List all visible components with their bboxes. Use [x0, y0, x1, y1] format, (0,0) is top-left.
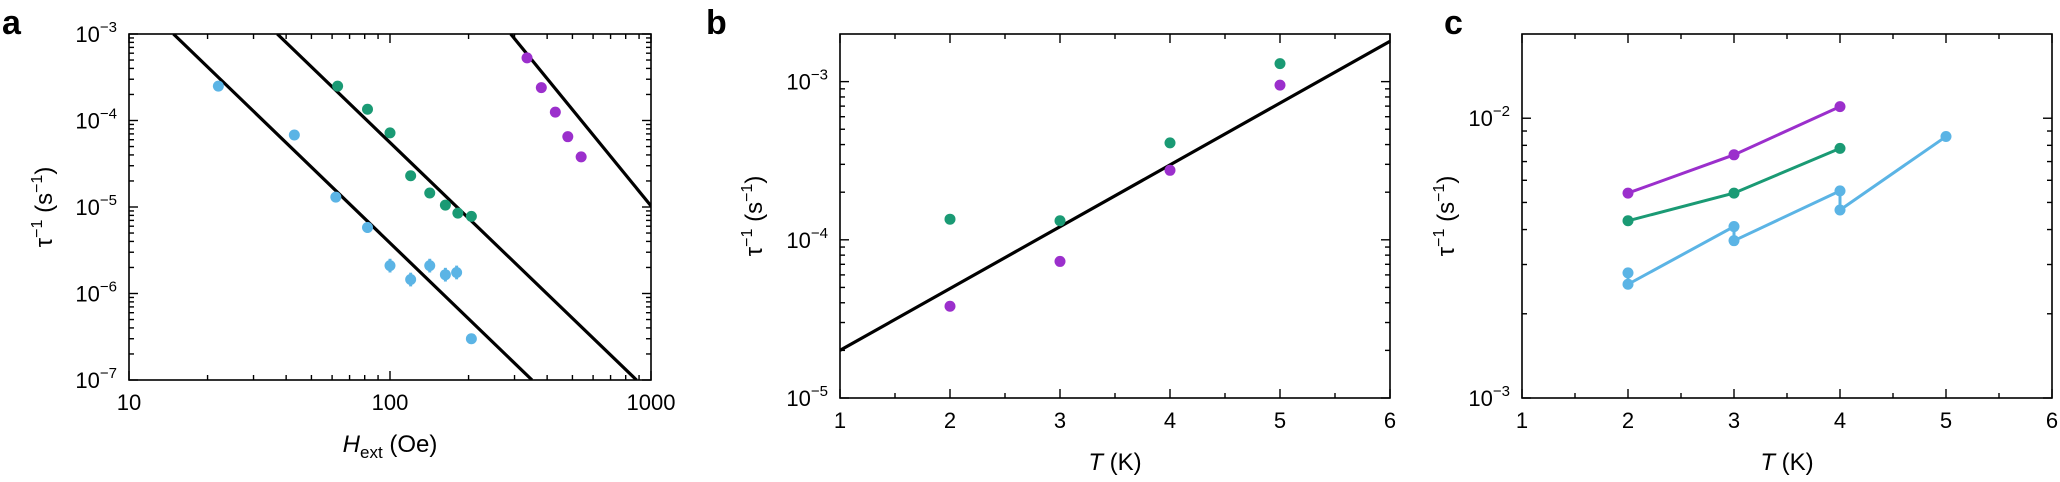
- data-point-purple: [1274, 79, 1286, 91]
- y-tick-label: 10−3: [75, 19, 117, 47]
- data-point-blue: [288, 129, 300, 141]
- x-tick-label: 3: [1054, 408, 1066, 433]
- fit-line: [276, 34, 638, 380]
- data-point-blue: [362, 221, 374, 233]
- data-point-green: [1054, 215, 1066, 227]
- data-point-green: [1834, 142, 1846, 154]
- data-point-blue: [1728, 221, 1740, 233]
- y-tick-label: 10−2: [1468, 103, 1510, 131]
- x-tick-label: 100: [372, 390, 409, 415]
- data-point-green: [1728, 187, 1740, 199]
- y-tick-label: 10−5: [75, 192, 117, 220]
- data-point-green: [465, 210, 477, 222]
- y-tick-label: 10−5: [786, 383, 828, 411]
- y-tick-label: 10−3: [1468, 383, 1510, 411]
- data-point-green: [362, 103, 374, 115]
- x-axis-label: T (K): [1088, 449, 1141, 476]
- data-point-purple: [575, 151, 587, 163]
- data-point-blue: [424, 260, 436, 272]
- data-point-green: [1164, 137, 1176, 149]
- data-point-blue: [1834, 185, 1846, 197]
- y-tick-label: 10−7: [75, 365, 117, 393]
- data-point-blue: [1728, 235, 1740, 247]
- data-point-green: [405, 170, 417, 182]
- data-point-purple: [535, 82, 547, 94]
- plot-frame-a: [128, 33, 652, 381]
- data-point-green: [424, 187, 436, 199]
- data-point-purple: [944, 300, 956, 312]
- y-tick-label: 10−3: [786, 67, 828, 95]
- y-tick-label: 10−6: [75, 279, 117, 307]
- fit-line: [172, 34, 534, 380]
- data-point-blue: [1622, 278, 1634, 290]
- x-tick-label: 4: [1164, 408, 1176, 433]
- x-tick-label: 2: [944, 408, 956, 433]
- y-axis-label: τ−1 (s−1): [29, 167, 58, 248]
- data-point-purple: [549, 106, 561, 118]
- panel-label-b: b: [706, 4, 727, 42]
- x-tick-label: 3: [1728, 408, 1740, 433]
- data-point-purple: [1622, 187, 1634, 199]
- data-point-green: [1274, 58, 1286, 70]
- data-point-blue: [405, 274, 417, 286]
- x-tick-label: 1000: [627, 390, 676, 415]
- data-point-blue: [1622, 267, 1634, 279]
- data-point-blue: [451, 266, 463, 278]
- x-tick-label: 4: [1834, 408, 1846, 433]
- panel-c: c 1 2 3 4 5 6 10−3 10−2 T (K) τ−1 (s−1): [1431, 4, 2058, 476]
- data-layer: [172, 34, 651, 380]
- series-line-blue: [1626, 135, 1947, 287]
- panel-b: b 1 2 3 4 5 6 10−5 10−4 10−3 T (K) τ−1 (s−1): [706, 4, 1396, 476]
- x-tick-label: 10: [117, 390, 141, 415]
- x-tick-label: 1: [834, 408, 846, 433]
- y-axis-label: τ−1 (s−1): [1431, 176, 1460, 257]
- x-tick-label: 2: [1622, 408, 1634, 433]
- data-point-purple: [562, 131, 574, 143]
- fit-line: [509, 34, 651, 207]
- data-point-blue: [330, 191, 342, 203]
- data-layer: [840, 39, 1390, 352]
- data-point-purple: [1728, 149, 1740, 161]
- data-point-blue: [1940, 131, 1952, 143]
- data-point-green: [1622, 215, 1634, 227]
- y-tick-label: 10−4: [786, 225, 828, 253]
- data-point-purple: [521, 52, 533, 64]
- data-layer: [1622, 101, 1952, 290]
- x-axis-label: Hext (Oe): [343, 431, 438, 462]
- x-axis-label: T (K): [1760, 449, 1813, 476]
- data-point-purple: [1834, 101, 1846, 113]
- x-tick-label: 5: [1274, 408, 1286, 433]
- panel-label-c: c: [1444, 4, 1463, 42]
- panel-a: a 10 100 1000 10−7 10−6 10−5 10−4 10−3 Hext (Oe) τ…: [2, 4, 675, 462]
- y-tick-label: 10−4: [75, 106, 117, 134]
- x-tick-label: 5: [1940, 408, 1952, 433]
- data-point-green: [944, 213, 956, 225]
- data-point-blue: [212, 80, 224, 92]
- fit-line: [840, 39, 1390, 352]
- data-point-purple: [1054, 255, 1066, 267]
- x-tick-label: 6: [2046, 408, 2058, 433]
- data-point-green: [384, 127, 396, 139]
- data-point-green: [452, 207, 464, 219]
- data-point-blue: [1834, 204, 1846, 216]
- data-point-blue: [465, 333, 477, 345]
- data-point-blue: [439, 269, 451, 281]
- y-axis-label: τ−1 (s−1): [739, 176, 768, 257]
- data-point-green: [332, 80, 344, 92]
- data-point-blue: [384, 260, 396, 272]
- panel-label-a: a: [2, 4, 22, 42]
- data-point-purple: [1164, 164, 1176, 176]
- data-point-green: [439, 199, 451, 211]
- x-tick-label: 1: [1516, 408, 1528, 433]
- x-tick-label: 6: [1384, 408, 1396, 433]
